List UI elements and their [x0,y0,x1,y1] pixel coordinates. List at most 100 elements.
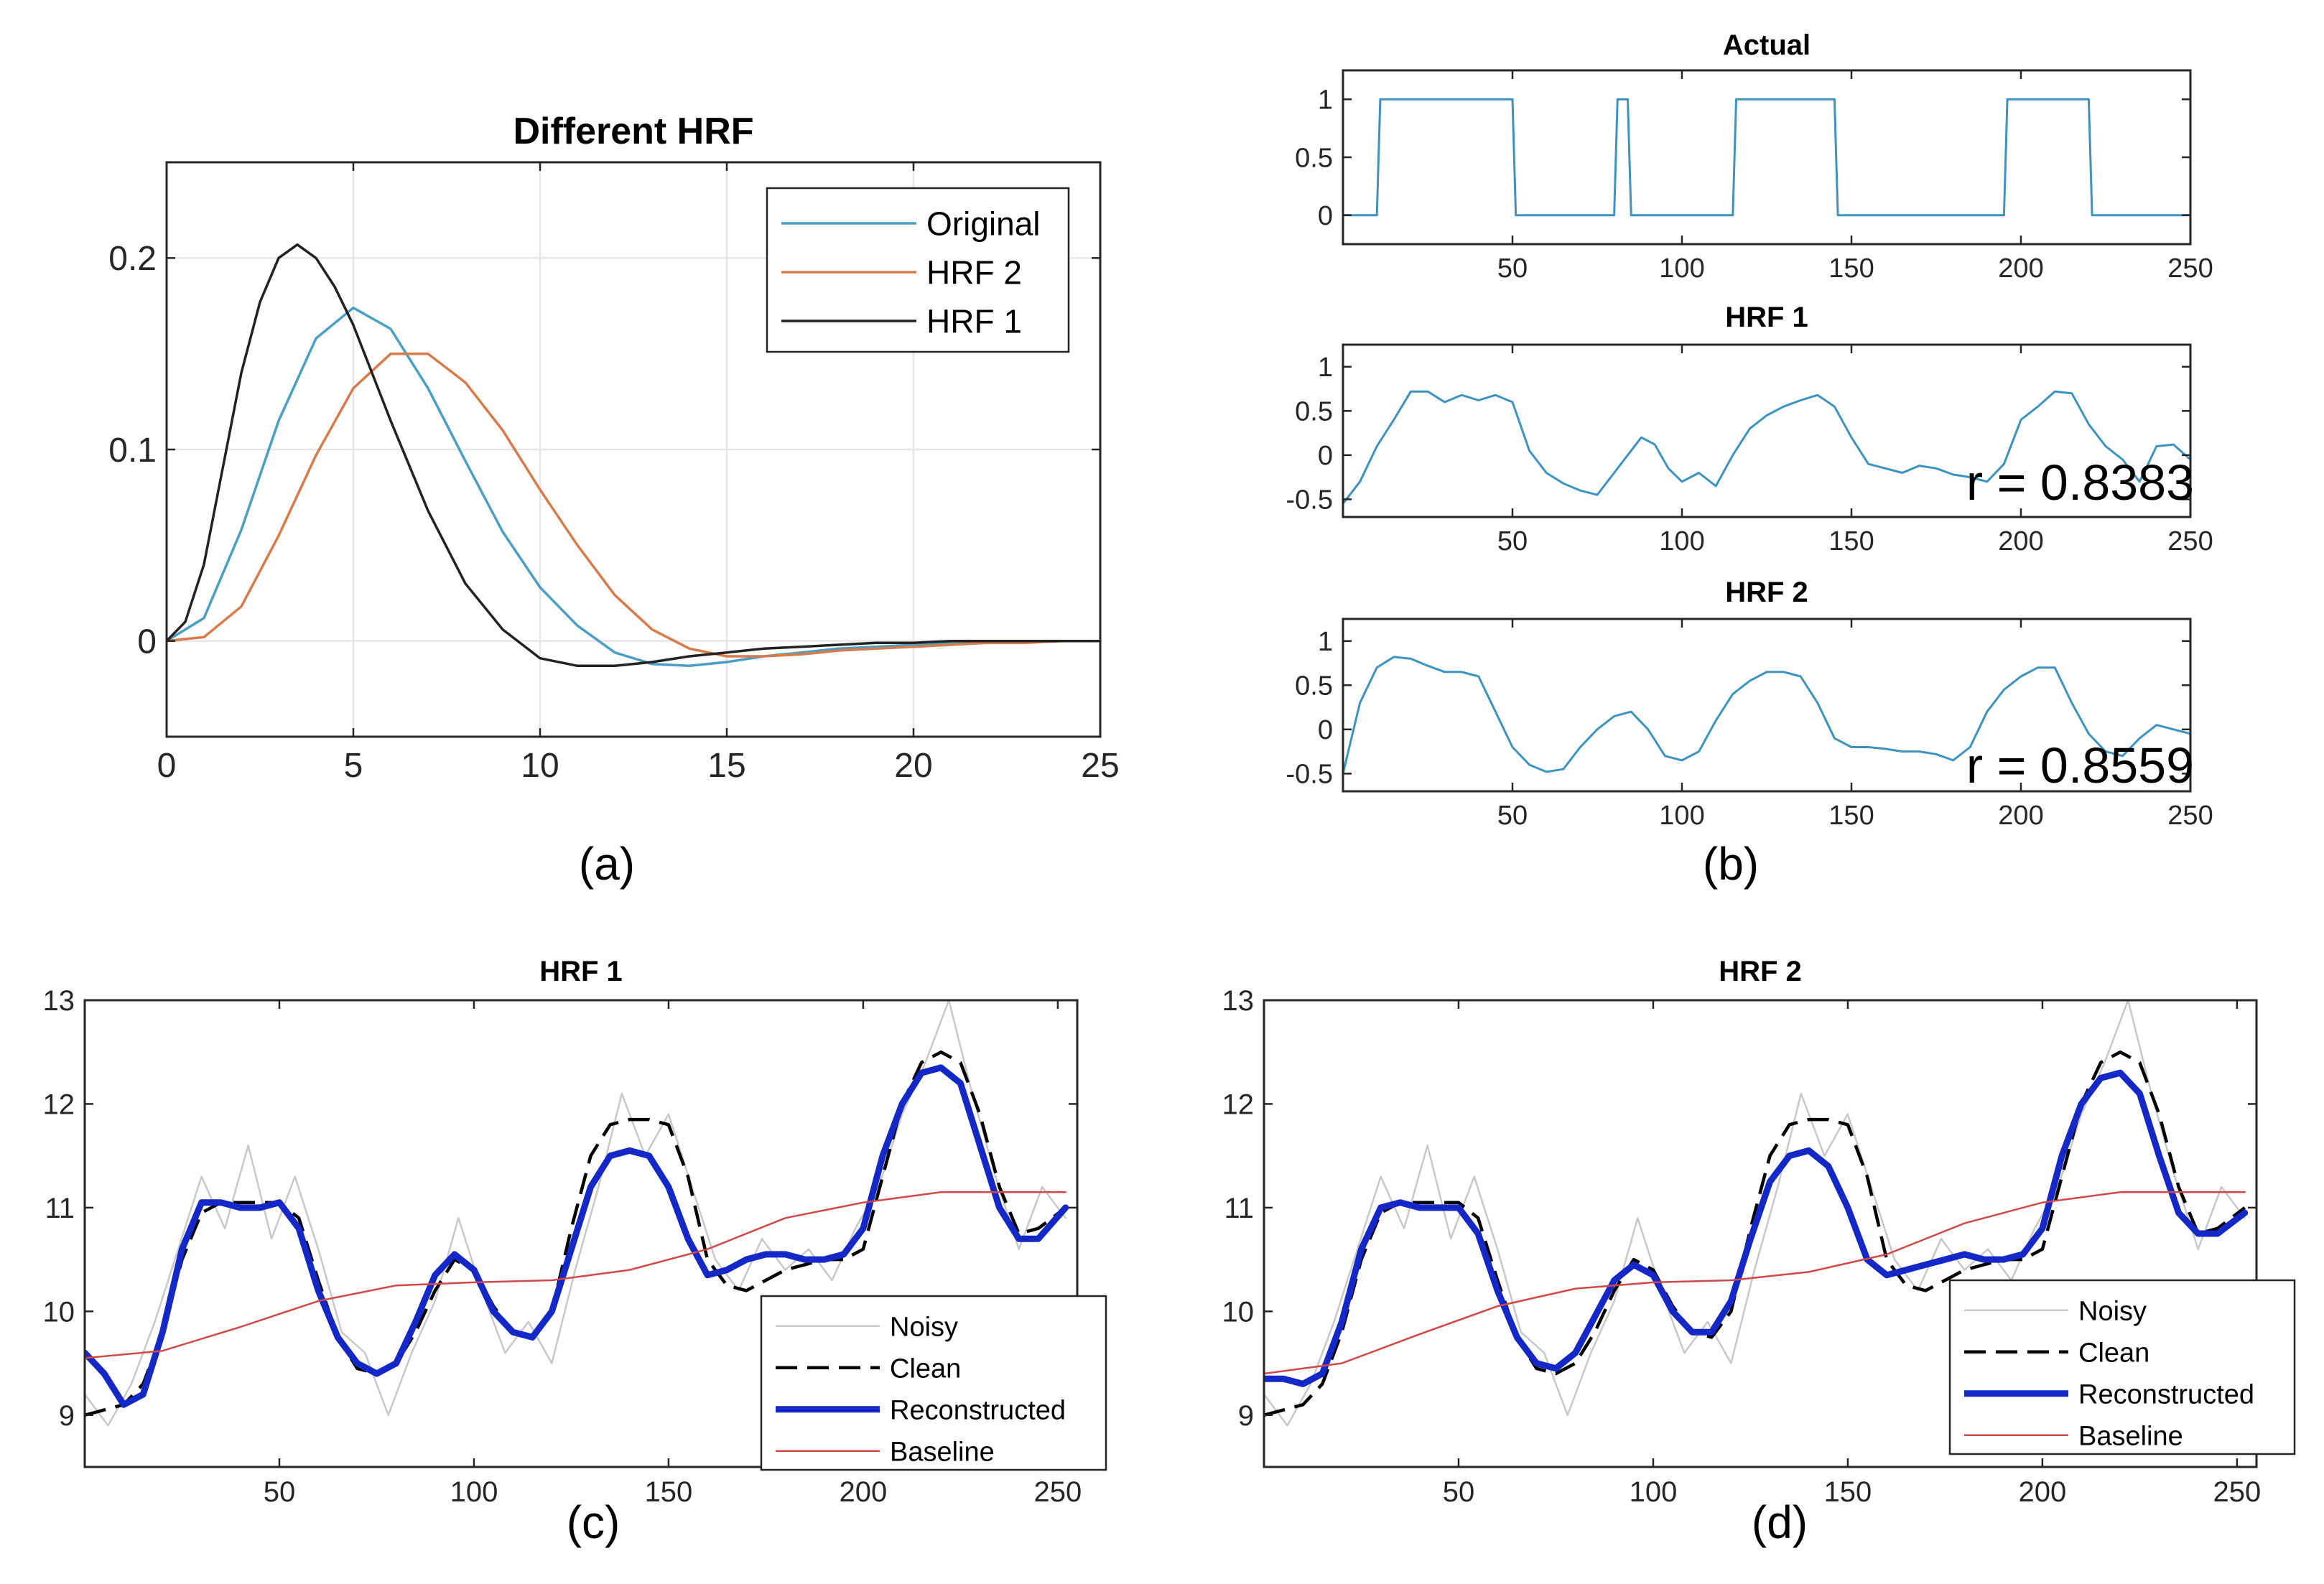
chart-d: 50 100 150 200 250 9 10 11 12 13 HRF 2 (d) Noisy Clea… [1222,956,2296,1548]
x-tick-label: 50 [1497,526,1528,556]
x-tick-label: 200 [1998,801,2043,831]
series-noisy [85,1000,1066,1427]
y-tick-label: 0.5 [1295,143,1333,173]
x-tick-label: 250 [2213,1476,2262,1508]
legend-label: Noisy [890,1312,958,1342]
x-tick-label: 20 [894,747,932,785]
series-noisy [1264,1000,2246,1427]
legend: Noisy Clean Reconstructed Baseline [760,1295,1107,1471]
plot-area [1343,70,2190,244]
correlation-annotation: r = 0.8383 [1966,455,2194,511]
plot-area [1343,345,2190,517]
y-tick-label: 10 [43,1296,75,1328]
y-tick-label: 13 [43,985,75,1017]
series-reconstructed [85,1064,1069,1408]
y-tick-label: 1 [1318,85,1333,116]
x-tick-label: 25 [1081,747,1119,785]
y-tick-label: 0 [1318,715,1333,745]
x-tick-label: 50 [264,1476,296,1508]
x-tick-label: 100 [1659,253,1704,284]
x-tick-label: 250 [1034,1476,1082,1508]
y-tick-label: -0.5 [1286,760,1333,790]
legend-box [766,187,1070,353]
x-tick-label: 150 [1828,526,1874,556]
y-tick-label: 0 [1318,441,1333,471]
series-hrf-1 [1343,390,2190,505]
x-tick-label: 200 [1998,526,2043,556]
axes-box [1263,999,2258,1468]
correlation-annotation: r = 0.8559 [1966,737,2194,793]
x-tick-label: 150 [1824,1476,1872,1508]
y-tick-label: 12 [1222,1089,1255,1120]
x-tick-label: 5 [344,747,363,785]
x-tick-label: 150 [645,1476,693,1508]
legend: Noisy Clean Reconstructed Baseline [1948,1279,2296,1455]
axes-box [1342,618,2192,793]
x-tick-label: 150 [1828,253,1874,284]
legend-label: HRF 2 [926,254,1022,292]
series-group [167,243,1100,668]
chart-b2: 50 100 150 200 250 -0.5 0 0.5 1 HRF 1 r = 0.8383 [1286,302,2213,556]
x-tick-label: 250 [2167,801,2213,831]
x-tick-label: 250 [2167,526,2213,556]
x-tick-label: 200 [840,1476,888,1508]
chart-b3: 50 100 150 200 250 -0.5 0 0.5 1 HRF 2 r = 0.8559 [1286,577,2213,831]
plot-area [1343,619,2190,791]
x-tick-label: 100 [450,1476,498,1508]
y-tick-label: -0.5 [1286,485,1333,516]
series-actual [1343,98,2190,217]
legend-box [760,1295,1107,1471]
y-tick-label: 1 [1318,353,1333,383]
y-tick-label: 0.2 [108,240,157,278]
series-group [85,1000,1069,1427]
y-tick-label: 0 [1318,201,1333,231]
y-tick-label: 12 [43,1089,75,1120]
y-tick-label: 0.5 [1295,671,1333,702]
series-original [167,306,1100,668]
series-hrf-1 [167,243,1100,668]
y-tick-label: 10 [1222,1296,1255,1328]
legend-label: Baseline [890,1437,995,1467]
legend-label: Original [926,205,1041,243]
chart-title: HRF 1 [539,956,623,987]
x-tick-label: 50 [1497,801,1528,831]
legend-box [1948,1279,2296,1455]
legend-label: HRF 1 [926,303,1022,340]
legend-label: Clean [890,1354,961,1384]
axes-box [83,999,1079,1468]
chart-title: HRF 2 [1719,956,1802,987]
y-tick-label: 9 [1238,1400,1254,1432]
x-tick-label: 250 [2167,253,2213,284]
y-tick-label: 13 [1222,985,1255,1017]
y-tick-label: 0.5 [1295,397,1333,427]
legend: Original HRF 2 HRF 1 [766,187,1070,353]
chart-caption: (a) [579,838,635,890]
axes-box [1342,343,2192,518]
legend-label: Noisy [2078,1296,2147,1326]
series-baseline [1264,1191,2246,1375]
series-hrf-2 [1343,656,2190,775]
y-tick-label: 0 [137,623,157,661]
series-reconstructed [1264,1069,2249,1387]
chart-c: 50 100 150 200 250 9 10 11 12 13 HRF 1 (c) Noisy Clea… [43,956,1107,1548]
series-group [1343,656,2190,775]
x-tick-label: 0 [157,747,177,785]
chart-title: Actual [1723,29,1811,61]
y-tick-label: 11 [45,1193,75,1224]
chart-title: HRF 1 [1725,302,1808,333]
x-tick-label: 50 [1497,253,1528,284]
x-tick-label: 50 [1443,1476,1475,1508]
y-tick-label: 1 [1318,627,1333,657]
x-tick-label: 200 [1998,253,2043,284]
chart-caption: (b) [1703,838,1759,890]
y-tick-label: 11 [1224,1193,1254,1224]
x-tick-label: 150 [1828,801,1874,831]
series-group [1343,98,2190,217]
series-baseline [85,1191,1066,1359]
legend-label: Baseline [2078,1421,2183,1451]
series-group [1264,1000,2249,1427]
x-tick-label: 15 [707,747,745,785]
chart-caption: (c) [567,1496,620,1548]
